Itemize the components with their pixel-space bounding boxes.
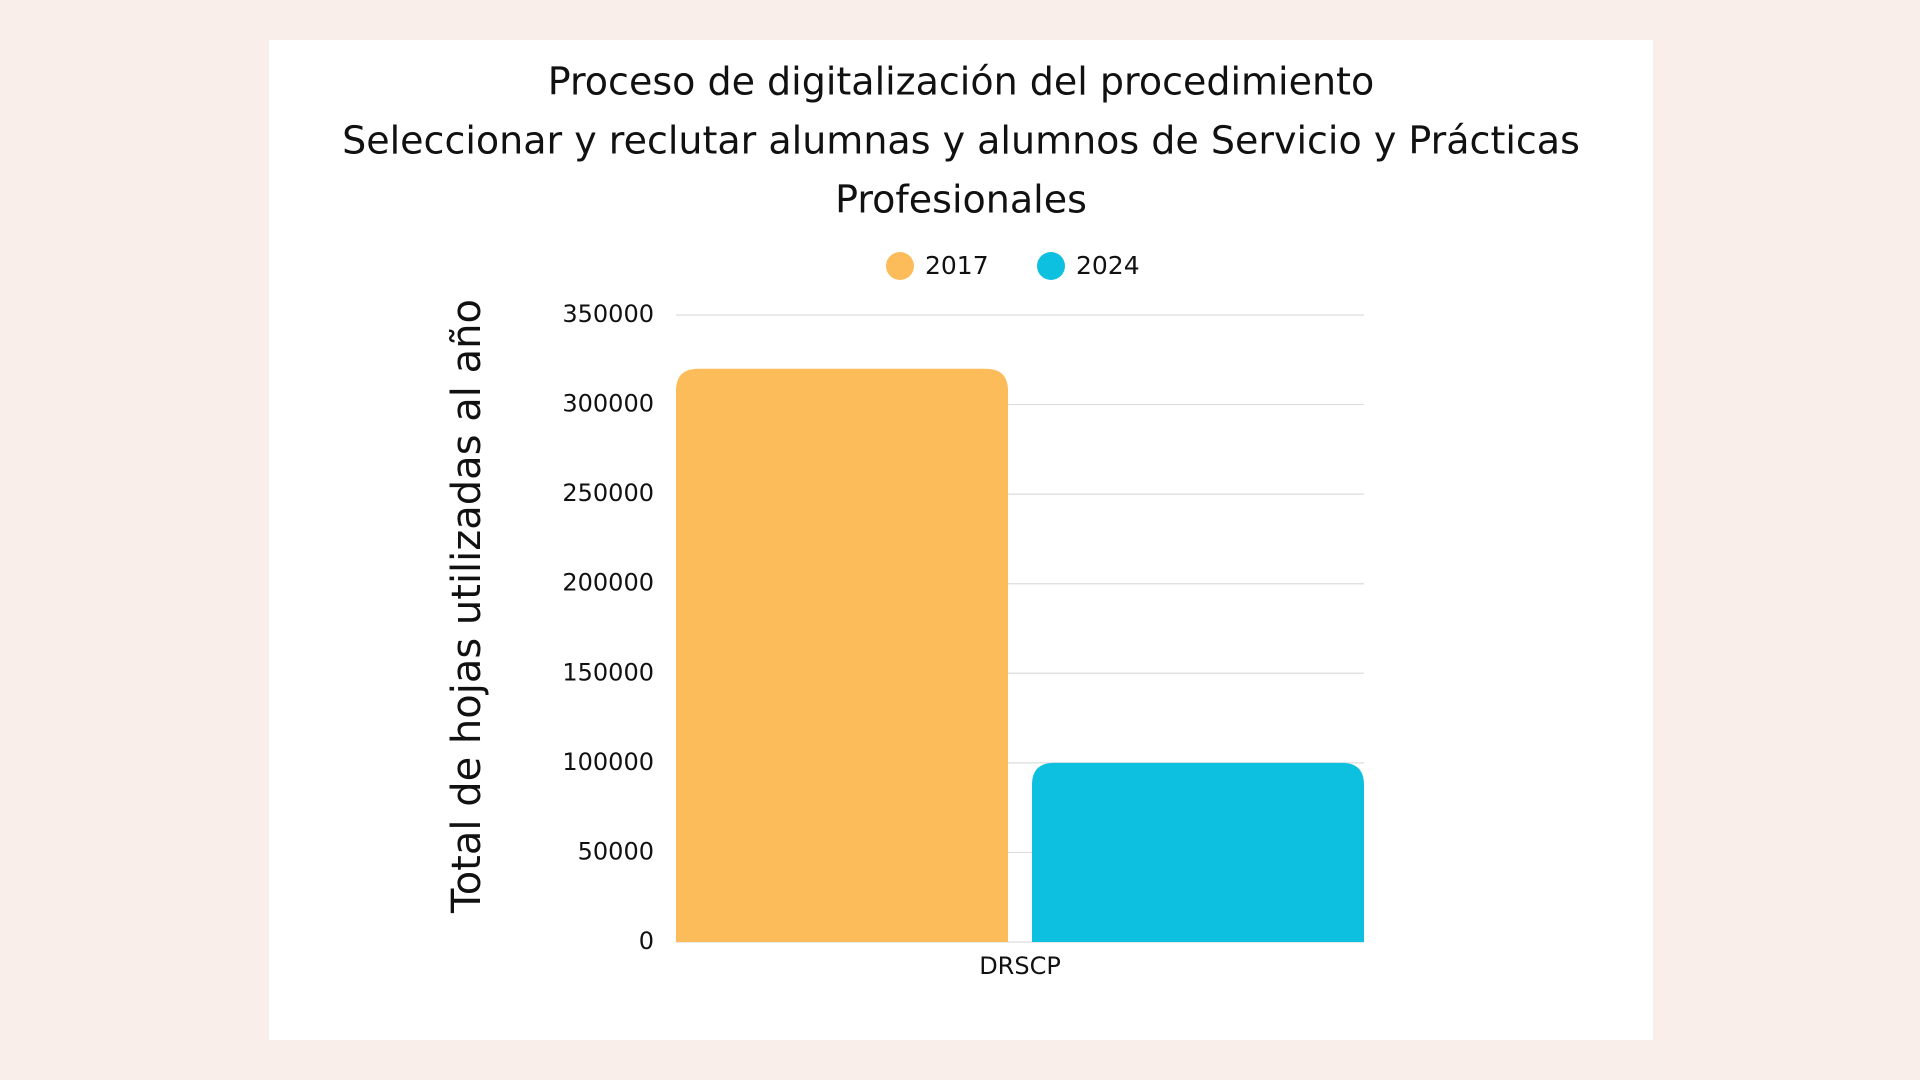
y-tick-label: 50000 — [578, 837, 654, 865]
y-tick-label: 150000 — [562, 658, 654, 686]
legend-marker — [1037, 252, 1065, 280]
bar — [1032, 762, 1364, 942]
y-tick-label: 250000 — [562, 479, 654, 507]
bar — [676, 368, 1008, 942]
legend-label: 2017 — [925, 251, 989, 280]
y-tick-label: 100000 — [562, 748, 654, 776]
legend-marker — [886, 252, 914, 280]
y-tick-label: 300000 — [562, 390, 654, 418]
legend-label: 2024 — [1076, 251, 1140, 280]
x-tick-label: DRSCP — [979, 952, 1061, 980]
y-tick-label: 0 — [639, 927, 654, 955]
y-tick-label: 350000 — [562, 300, 654, 328]
y-axis-label: Total de hojas utilizadas al año — [444, 299, 490, 914]
chart-title: Proceso de digitalización del procedimie… — [548, 60, 1374, 104]
chart-title: Profesionales — [835, 178, 1087, 222]
chart-title: Seleccionar y reclutar alumnas y alumnos… — [342, 119, 1580, 163]
y-tick-label: 200000 — [562, 569, 654, 597]
